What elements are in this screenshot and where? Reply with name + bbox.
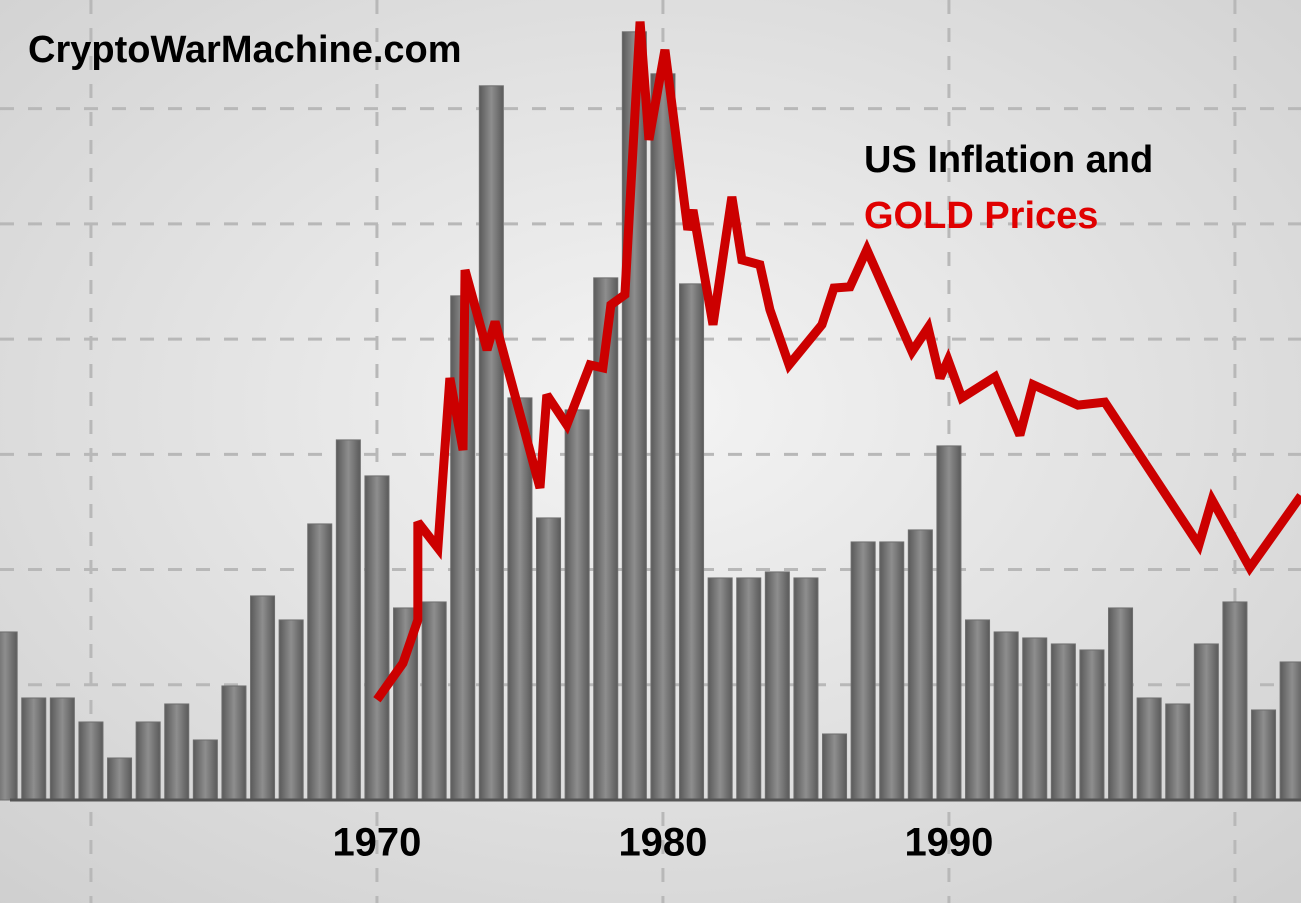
x-tick-label: 1980 [618, 821, 707, 865]
bar [221, 685, 247, 801]
bar [421, 601, 447, 801]
bar [850, 541, 876, 801]
bar [1136, 697, 1162, 801]
bar [192, 739, 218, 801]
bar [536, 517, 562, 801]
bar [107, 757, 133, 801]
bar [364, 475, 390, 801]
bar [1079, 649, 1105, 801]
bar [793, 577, 819, 801]
bar [736, 577, 762, 801]
chart-title: US Inflation and [864, 139, 1153, 181]
bar [0, 631, 18, 801]
bar [1279, 661, 1301, 801]
bar [936, 445, 962, 801]
bar [822, 733, 848, 801]
bar [1108, 607, 1134, 801]
x-tick-label: 1970 [332, 821, 421, 865]
chart-title: GOLD Prices [864, 195, 1098, 237]
bar [478, 85, 504, 801]
bar [1022, 637, 1048, 801]
bar [1222, 601, 1248, 801]
bar [164, 703, 190, 801]
bar [564, 409, 590, 801]
bar [993, 631, 1019, 801]
bar [1050, 643, 1076, 801]
x-tick-label: 1990 [904, 821, 993, 865]
bar [1251, 709, 1277, 801]
bar [650, 73, 676, 801]
bar [507, 397, 533, 801]
gold-line [373, 21, 1301, 703]
bar [907, 529, 933, 801]
bar [250, 595, 276, 801]
bar [335, 439, 361, 801]
bar [307, 523, 333, 801]
watermark: CryptoWarMachine.com [28, 29, 462, 71]
bar [879, 541, 905, 801]
bar [49, 697, 75, 801]
bar [965, 619, 991, 801]
bar [278, 619, 304, 801]
bar [135, 721, 161, 801]
bar [1193, 643, 1219, 801]
bar [679, 283, 705, 801]
bar [1165, 703, 1191, 801]
bar [21, 697, 47, 801]
bar [78, 721, 104, 801]
bar [764, 571, 790, 801]
bar [707, 577, 733, 801]
